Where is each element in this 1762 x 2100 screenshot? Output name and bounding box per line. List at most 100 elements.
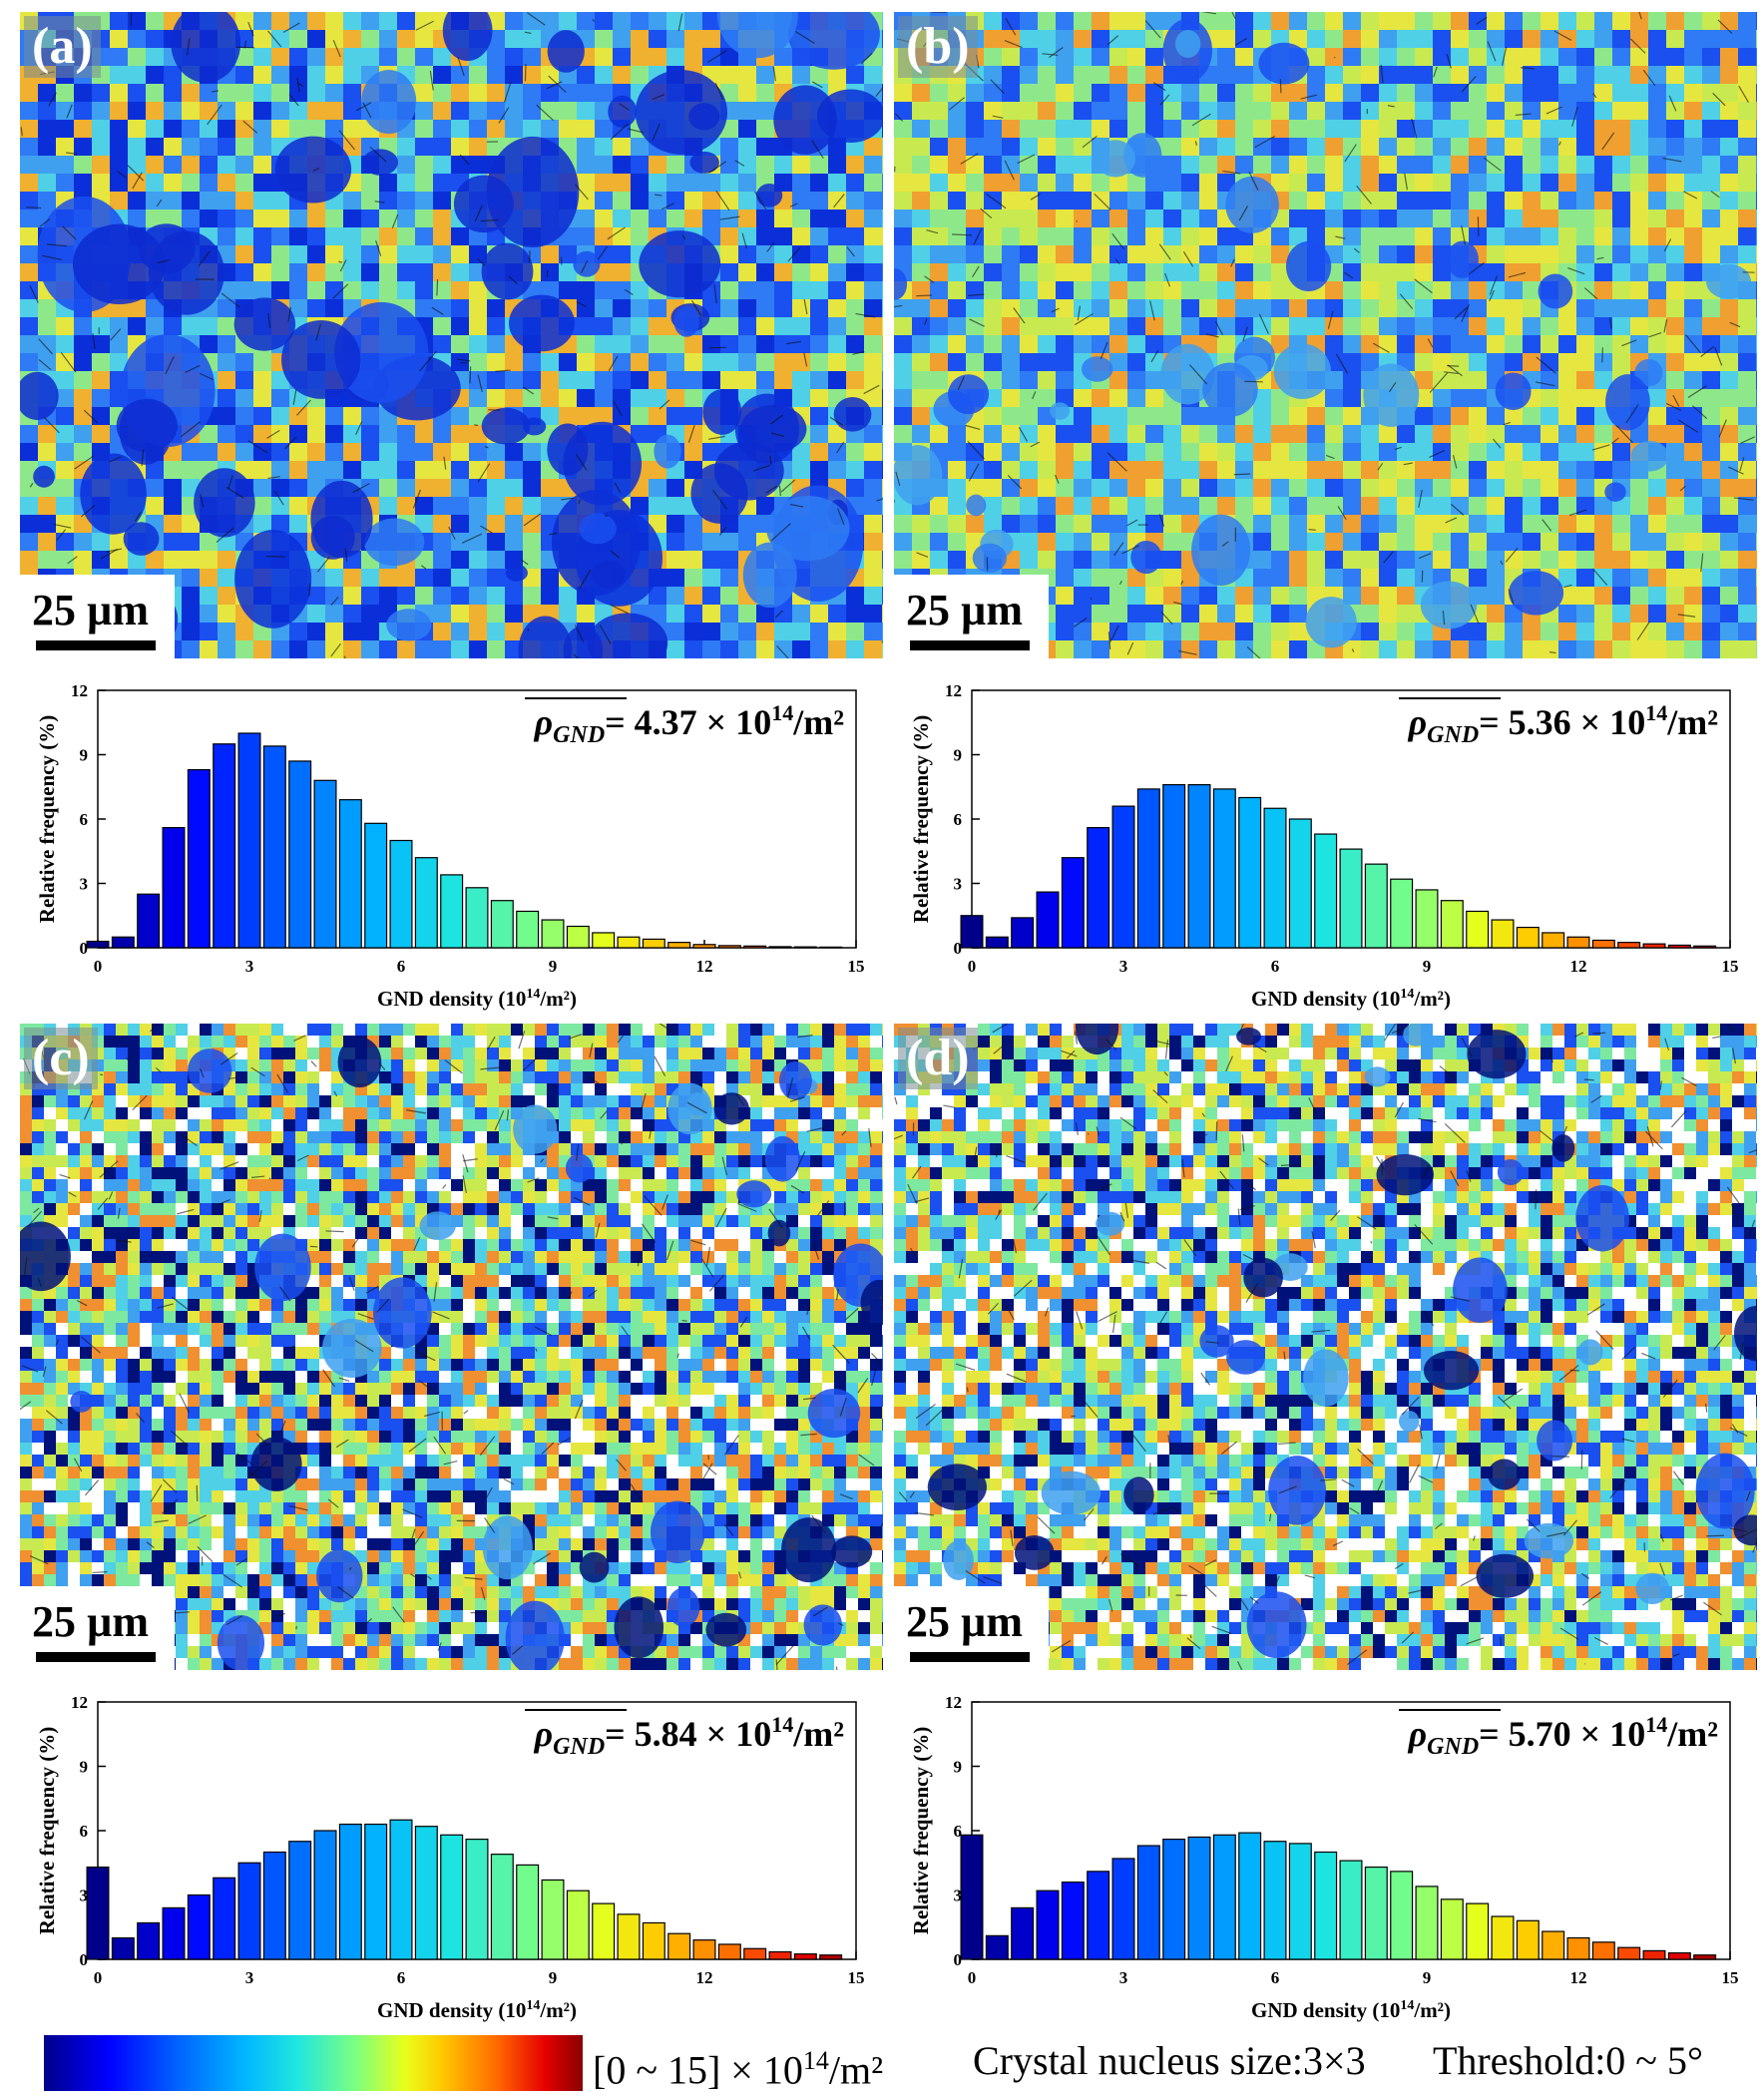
histogram-bar <box>593 1903 615 1959</box>
x-tick-label: 15 <box>1722 957 1739 976</box>
histogram-bar <box>339 1825 361 1959</box>
histogram-bar <box>1567 1938 1589 1960</box>
histogram-bar <box>1668 1953 1690 1959</box>
y-tick-label: 9 <box>80 1758 89 1777</box>
histogram-bar <box>1012 918 1034 948</box>
histogram-bar <box>961 916 983 948</box>
histogram-bar <box>1289 1844 1311 1959</box>
y-tick-label: 12 <box>945 1693 962 1712</box>
x-tick-label: 0 <box>94 957 103 976</box>
histogram-bar <box>1315 1853 1337 1960</box>
histogram-bar <box>1391 1872 1413 1959</box>
x-tick-label: 0 <box>94 1968 103 1987</box>
histogram-bar <box>1643 944 1665 948</box>
x-tick-label: 15 <box>1722 1968 1739 1987</box>
histogram-bar <box>441 875 463 948</box>
scale-bar-c: 25 µm <box>20 1586 175 1670</box>
scale-bar-text-c: 25 µm <box>32 1596 149 1647</box>
histogram-bar <box>1163 785 1185 948</box>
histogram-bar <box>1088 1872 1109 1959</box>
x-tick-label: 0 <box>968 1968 977 1987</box>
histogram-bar <box>1340 849 1362 948</box>
colorbar <box>44 2035 583 2091</box>
histogram-bar <box>1542 1931 1564 1959</box>
histogram-bar <box>1213 1835 1235 1959</box>
histogram-bar <box>1239 798 1261 949</box>
histogram-bar <box>1188 785 1210 948</box>
histogram-bar <box>1618 943 1640 948</box>
gnd-map-a <box>20 12 883 658</box>
histogram-bar <box>138 1922 160 1959</box>
histogram-bar <box>1668 945 1690 948</box>
scale-bar-a: 25 µm <box>20 575 175 658</box>
histogram-bar <box>163 828 185 948</box>
colorbar-range: [0 ~ 15] × 1014/m² <box>593 2031 883 2100</box>
histogram-bar <box>138 894 160 948</box>
panel-label-a: (a) <box>24 16 101 78</box>
histogram-bar <box>1542 933 1564 948</box>
histogram-bar <box>1289 819 1311 948</box>
histogram-bar <box>1643 1950 1665 1959</box>
histogram-bar <box>567 1890 589 1959</box>
y-axis-label: Relative frequency (%) <box>35 1727 59 1934</box>
histogram-bar <box>1088 828 1109 948</box>
histogram-bar <box>415 1827 437 1959</box>
histogram-bar <box>1137 789 1159 948</box>
histogram-bar <box>1062 1883 1084 1959</box>
histogram-bar <box>1012 1907 1034 1959</box>
histogram-bar <box>1391 879 1413 948</box>
panel-label-d: (d) <box>898 1028 978 1089</box>
histogram-bar <box>769 947 791 948</box>
histogram-bar <box>1340 1861 1362 1959</box>
mean-gnd-annotation: ρGND= 5.36 × 1014/m² <box>1408 700 1718 748</box>
histogram-bar <box>1239 1833 1261 1959</box>
histogram-bar <box>238 733 260 948</box>
histogram-bar <box>491 1855 513 1959</box>
histogram-bar <box>466 1840 488 1959</box>
colorbar-range-tail: /m² <box>829 2047 883 2092</box>
histogram-bar <box>986 937 1008 948</box>
histogram-bar <box>1467 911 1489 948</box>
histogram-bar <box>365 1825 387 1959</box>
y-tick-label: 9 <box>80 746 89 765</box>
scale-bar-d: 25 µm <box>894 1586 1049 1670</box>
histogram-bar <box>390 1820 412 1959</box>
x-tick-label: 6 <box>397 957 406 976</box>
map-texture-a <box>20 12 883 658</box>
histogram-bar <box>567 927 589 949</box>
histogram-bar <box>668 1933 690 1959</box>
y-tick-label: 6 <box>80 810 89 829</box>
histogram-bar <box>263 1853 285 1960</box>
map-texture-d <box>894 1024 1757 1670</box>
y-tick-label: 9 <box>954 1758 963 1777</box>
histogram-bar <box>693 1940 715 1959</box>
histogram-bar <box>238 1863 260 1959</box>
histogram-bar <box>188 770 210 948</box>
colorbar-range-exp: 14 <box>803 2046 829 2075</box>
x-tick-label: 15 <box>848 1968 865 1987</box>
histogram-bar <box>744 1948 766 1959</box>
x-tick-label: 6 <box>1271 957 1280 976</box>
scale-bar-text-b: 25 µm <box>906 585 1023 635</box>
x-tick-label: 3 <box>245 1968 254 1987</box>
x-tick-label: 12 <box>1570 957 1587 976</box>
histogram-bar <box>820 1955 842 1959</box>
colorbar-gradient <box>44 2035 583 2091</box>
histogram-bar <box>1416 890 1438 948</box>
histogram-bar <box>1592 940 1614 948</box>
histogram-bar <box>769 1951 791 1959</box>
histogram-bar <box>339 800 361 948</box>
histogram-bar <box>1517 1920 1539 1959</box>
histogram-bar <box>415 858 437 948</box>
x-tick-label: 3 <box>1119 1968 1128 1987</box>
histogram-bar <box>491 901 513 948</box>
x-axis-label: GND density (1014/m²) <box>377 1998 577 2022</box>
gnd-map-d <box>894 1024 1757 1670</box>
histogram-bar <box>1517 928 1539 948</box>
scale-bar-line-b <box>910 640 1030 650</box>
histogram-bar <box>1441 901 1463 948</box>
x-tick-label: 9 <box>1423 957 1432 976</box>
